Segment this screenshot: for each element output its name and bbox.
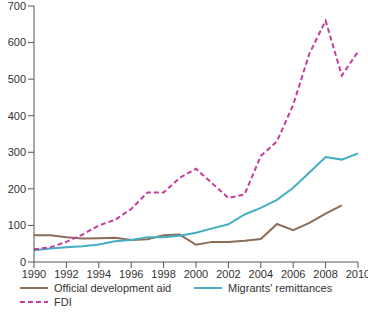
svg-text:2006: 2006 [281,268,305,280]
svg-text:1990: 1990 [22,268,46,280]
svg-text:1994: 1994 [87,268,111,280]
svg-text:2008: 2008 [313,268,337,280]
svg-text:600: 600 [8,36,26,48]
svg-text:1998: 1998 [151,268,175,280]
html-text:Migrants' remittances: Migrants' remittances [228,282,333,294]
svg-text:500: 500 [8,73,26,85]
svg-text:2002: 2002 [216,268,240,280]
svg-text:2000: 2000 [184,268,208,280]
svg-text:0: 0 [20,256,26,268]
html-text:Official development aid: Official development aid [54,282,172,294]
svg-text:700: 700 [8,0,26,12]
svg-text:2010: 2010 [346,268,360,280]
html-text:FDI: FDI [54,296,72,308]
svg-text:100: 100 [8,219,26,231]
svg-text:1996: 1996 [119,268,143,280]
svg-text:1992: 1992 [54,268,78,280]
svg-text:300: 300 [8,146,26,158]
svg-text:2004: 2004 [249,268,273,280]
svg-text:200: 200 [8,183,26,195]
svg-text:400: 400 [8,110,26,122]
